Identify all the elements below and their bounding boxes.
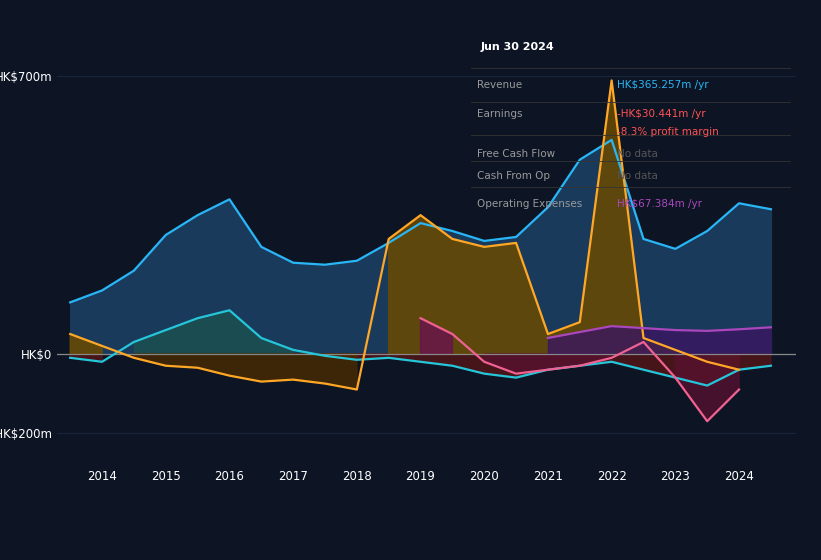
Text: Jun 30 2024: Jun 30 2024: [480, 42, 554, 52]
Text: -8.3% profit margin: -8.3% profit margin: [617, 127, 718, 137]
Text: Free Cash Flow: Free Cash Flow: [477, 149, 555, 159]
Text: HK$67.384m /yr: HK$67.384m /yr: [617, 199, 702, 209]
Text: Cash From Op: Cash From Op: [477, 171, 550, 181]
Text: -HK$30.441m /yr: -HK$30.441m /yr: [617, 109, 705, 119]
Text: No data: No data: [617, 171, 658, 181]
Text: HK$365.257m /yr: HK$365.257m /yr: [617, 80, 709, 90]
Text: No data: No data: [617, 149, 658, 159]
Text: Earnings: Earnings: [477, 109, 523, 119]
Text: Revenue: Revenue: [477, 80, 522, 90]
Text: Operating Expenses: Operating Expenses: [477, 199, 582, 209]
